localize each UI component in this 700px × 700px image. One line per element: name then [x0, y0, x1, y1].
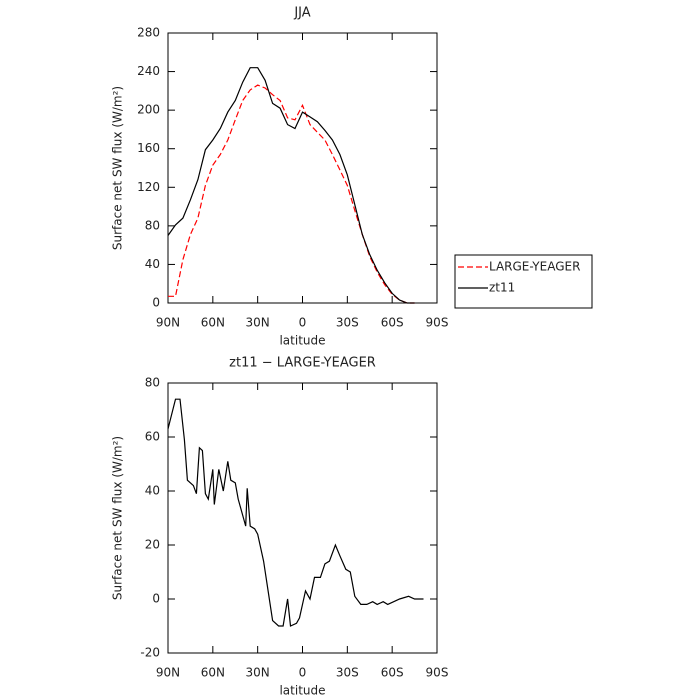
x-axis-label: latitude [279, 334, 325, 348]
y-tick-label: 120 [137, 180, 160, 194]
chart-title: zt11 − LARGE-YEAGER [229, 356, 376, 371]
x-tick-label: 30N [246, 316, 270, 330]
x-axis-label: latitude [279, 684, 325, 698]
x-tick-label: 90N [156, 316, 180, 330]
x-tick-label: 30N [246, 666, 270, 680]
y-tick-label: 200 [137, 103, 160, 117]
y-axis-label: Surface net SW flux (W/m²) [111, 436, 125, 600]
y-tick-label: 280 [137, 26, 160, 40]
x-tick-label: 60S [381, 316, 404, 330]
data-line [167, 67, 415, 304]
plot-frame [167, 32, 438, 304]
x-tick-label: 90S [426, 666, 449, 680]
y-tick-label: 80 [145, 376, 160, 390]
y-tick-label: 160 [137, 141, 160, 155]
legend-label: zt11 [489, 281, 515, 295]
y-tick-label: 40 [145, 484, 160, 498]
x-tick-label: 60N [201, 666, 225, 680]
y-tick-label: 60 [145, 430, 160, 444]
y-tick-label: -20 [140, 646, 160, 660]
x-tick-label: 90N [156, 666, 180, 680]
y-tick-label: 240 [137, 64, 160, 78]
legend-label: LARGE-YEAGER [489, 260, 580, 274]
y-tick-label: 0 [152, 592, 160, 606]
y-tick-label: 80 [145, 218, 160, 232]
legend-box [454, 254, 593, 309]
data-line [167, 398, 424, 627]
x-tick-label: 60S [381, 666, 404, 680]
x-tick-label: 30S [336, 666, 359, 680]
x-tick-label: 0 [299, 316, 307, 330]
chart-title: JJA [293, 6, 310, 21]
x-tick-label: 30S [336, 316, 359, 330]
x-tick-label: 60N [201, 316, 225, 330]
plot-frame [167, 382, 438, 654]
y-tick-label: 0 [152, 296, 160, 310]
y-axis-label: Surface net SW flux (W/m²) [111, 86, 125, 250]
y-tick-label: 40 [145, 257, 160, 271]
x-tick-label: 90S [426, 316, 449, 330]
x-tick-label: 0 [299, 666, 307, 680]
y-tick-label: 20 [145, 538, 160, 552]
